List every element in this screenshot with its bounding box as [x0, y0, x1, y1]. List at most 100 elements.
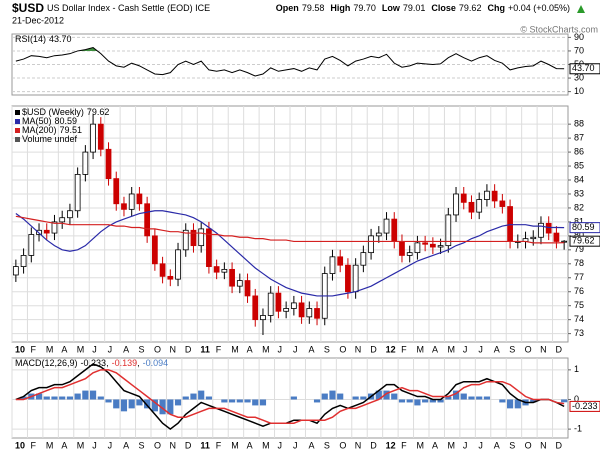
x-tick-label: A [432, 440, 438, 450]
x-tick-label: S [139, 344, 145, 354]
candle-body [51, 221, 58, 234]
candle-body [499, 200, 506, 207]
y-tick-label: 84 [574, 174, 584, 184]
histogram-bar [82, 390, 89, 400]
y-tick-label: 78 [574, 258, 584, 268]
x-tick-label: 12 [386, 440, 396, 450]
x-tick-label: 11 [200, 344, 210, 354]
legend-swatch [15, 137, 20, 142]
candle-body [221, 268, 228, 273]
candle-body [468, 201, 475, 213]
x-tick-label: M [77, 440, 85, 450]
x-tick-label: J [92, 344, 97, 354]
candle-body [491, 190, 498, 202]
candle-body [460, 193, 467, 203]
candle-body [90, 123, 96, 153]
candle-body [507, 206, 513, 242]
x-tick-label: F [30, 440, 36, 450]
histogram-bar [221, 399, 228, 403]
candle-body [298, 302, 305, 318]
candle-body [260, 315, 266, 321]
legend-entry: MACD(12,26,9) -0.233, -0.139, -0.094 [15, 358, 168, 368]
y-tick-label: 70 [574, 45, 584, 55]
candle-body [144, 203, 151, 237]
x-tick-label: M [231, 344, 239, 354]
x-tick-label: A [432, 344, 438, 354]
panel-1: 10 F M A M J J A S O N D 11 F M A M J J A S O N D 12 F M A M J J A S O N D7… [11, 105, 600, 354]
candle-body [275, 292, 282, 312]
histogram-bar [514, 399, 521, 409]
candle-body [283, 308, 290, 312]
quote-value: +0.04 (+0.05%) [508, 3, 570, 13]
histogram-bar [437, 399, 444, 403]
candle-body [67, 210, 73, 219]
x-tick-label: F [401, 440, 407, 450]
x-tick-label: D [370, 440, 377, 450]
x-tick-label: D [556, 440, 563, 450]
x-tick-label: N [540, 344, 547, 354]
x-tick-label: N [355, 344, 362, 354]
quote-value: 79.62 [459, 3, 482, 13]
candle-body [368, 235, 374, 254]
x-tick-label: F [216, 344, 222, 354]
y-tick-label: 74 [574, 314, 584, 324]
x-tick-label: J [92, 440, 97, 450]
histogram-bar [159, 399, 166, 415]
legend-value: 79.51 [60, 125, 83, 135]
x-tick-label: S [139, 440, 145, 450]
candle-body [159, 263, 166, 277]
histogram-bar [313, 399, 321, 403]
candle-body [453, 193, 459, 216]
histogram-bar [113, 399, 120, 409]
histogram-bar [198, 390, 205, 400]
legend-entry: MA(50) 80.59 [22, 116, 77, 126]
histogram-bar [499, 399, 506, 403]
value-tag-box [569, 235, 600, 247]
candle-body [406, 252, 413, 256]
candle-body [97, 123, 104, 150]
histogram-bar [190, 393, 197, 400]
histogram-bar [66, 396, 74, 400]
x-tick-label: O [339, 344, 346, 354]
candle-body [213, 266, 220, 273]
histogram-bar [128, 399, 135, 409]
y-tick-label: 0 [574, 394, 579, 404]
histogram-bar [468, 396, 475, 400]
histogram-bar [561, 399, 568, 403]
x-tick-label: O [525, 344, 532, 354]
histogram-bar [530, 399, 537, 403]
candle-body [43, 229, 50, 234]
candle-body [391, 218, 398, 242]
x-tick-label: O [154, 344, 161, 354]
histogram-bar [321, 393, 328, 400]
y-tick-label: 80 [574, 230, 584, 240]
value-tag-box [569, 63, 600, 75]
candle-body [206, 228, 212, 267]
x-tick-label: J [293, 440, 298, 450]
x-tick-label: 12 [386, 344, 396, 354]
x-tick-label: M [447, 440, 455, 450]
candle-body [399, 241, 405, 256]
candle-body [352, 264, 359, 293]
histogram-bar [167, 399, 174, 415]
quote-value: 79.58 [302, 3, 325, 13]
candle-body [82, 151, 89, 175]
candle-body [198, 228, 205, 247]
histogram-bar [136, 399, 143, 406]
line-series [15, 363, 565, 431]
histogram-bar [144, 399, 151, 409]
legend-swatch [15, 110, 20, 115]
histogram-bar [398, 399, 406, 403]
candle-body [190, 229, 197, 247]
legend-value: -0.233 [81, 358, 107, 368]
legend-value: 43.70 [49, 34, 72, 44]
y-tick-label: -1 [574, 423, 582, 433]
legend-swatch [15, 119, 20, 124]
histogram-bar [352, 396, 359, 400]
x-tick-label: M [417, 344, 425, 354]
candle-body [175, 249, 181, 280]
x-tick-label: A [61, 440, 67, 450]
histogram-bar [182, 396, 189, 400]
y-tick-label: 87 [574, 132, 584, 142]
x-tick-label: S [324, 344, 330, 354]
